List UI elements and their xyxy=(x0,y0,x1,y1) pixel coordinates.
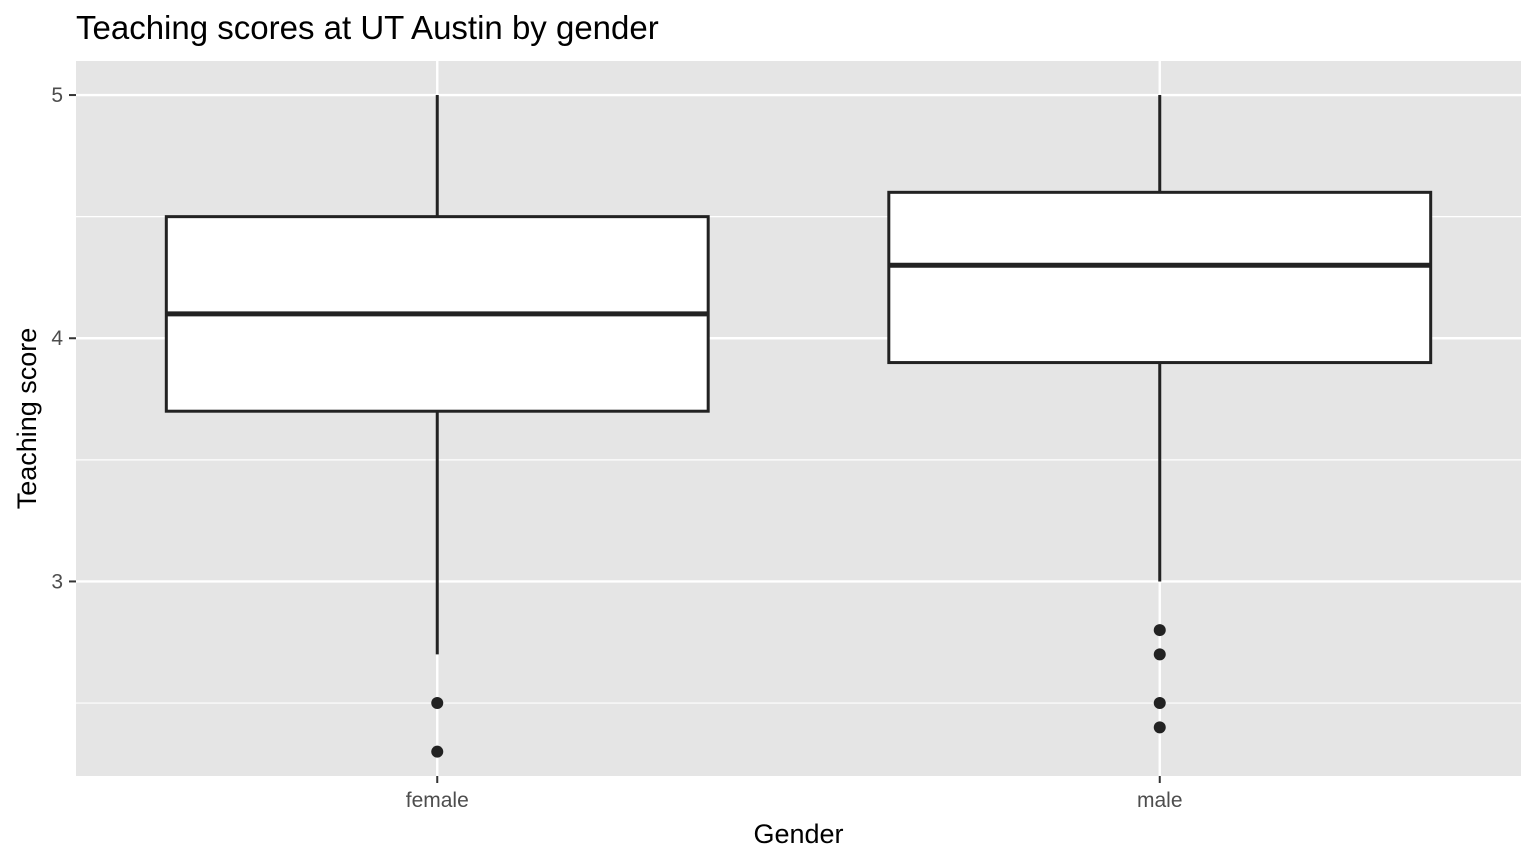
y-tick-label: 3 xyxy=(51,570,63,593)
boxes xyxy=(164,95,1433,758)
outlier-point xyxy=(1153,624,1166,637)
box xyxy=(887,190,1433,365)
y-tick-label: 5 xyxy=(51,84,63,107)
outlier-point xyxy=(1153,697,1166,710)
box-group-male xyxy=(887,95,1433,734)
x-tick-label: female xyxy=(406,789,469,812)
outlier-point xyxy=(431,745,444,758)
y-axis: 3 4 5 xyxy=(51,84,76,593)
box-group-female xyxy=(164,95,710,758)
outlier-point xyxy=(1153,648,1166,661)
y-axis-title: Teaching score xyxy=(12,328,42,510)
plot-panel xyxy=(76,61,1521,776)
x-axis: female male xyxy=(406,776,1183,812)
outlier-point xyxy=(1153,721,1166,734)
y-tick-label: 4 xyxy=(51,327,63,350)
chart-title: Teaching scores at UT Austin by gender xyxy=(76,9,659,46)
outlier-point xyxy=(431,697,444,710)
x-tick-label: male xyxy=(1137,789,1183,812)
x-axis-title: Gender xyxy=(753,819,843,849)
